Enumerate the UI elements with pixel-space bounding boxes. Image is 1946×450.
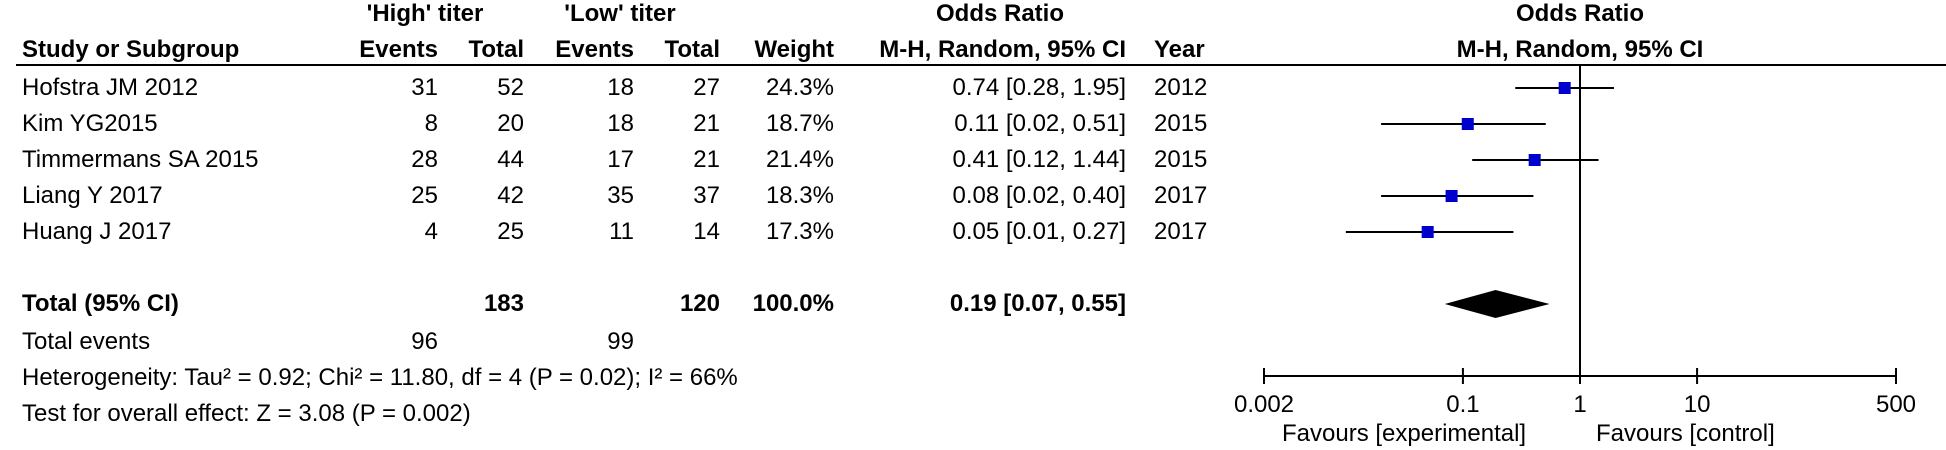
low-total-header: Total (664, 36, 720, 63)
pooled-diamond (1444, 290, 1550, 318)
study-col-header: Study or Subgroup (22, 36, 240, 63)
low-total: 21 (693, 146, 720, 173)
high-events: 8 (424, 110, 438, 137)
high-total: 52 (497, 74, 524, 101)
low-total: 27 (693, 74, 720, 101)
total-high-total: 183 (483, 290, 524, 317)
odds-ratio-header: Odds Ratio (935, 0, 1064, 27)
high-events: 25 (411, 182, 438, 209)
plot-method-header: M-H, Random, 95% CI (1456, 36, 1704, 63)
overall-effect-text: Test for overall effect: Z = 3.08 (P = 0… (22, 400, 471, 427)
year-header: Year (1154, 36, 1205, 63)
total-low-total: 120 (679, 290, 720, 317)
high-events-header: Events (359, 36, 438, 63)
method-header: M-H, Random, 95% CI (879, 36, 1126, 63)
total-events-high: 96 (411, 328, 438, 355)
weight-header: Weight (754, 36, 834, 63)
x-axis-tick-label: 0.002 (1234, 391, 1294, 418)
year: 2017 (1154, 218, 1208, 245)
low-events-header: Events (555, 36, 634, 63)
low-total: 37 (693, 182, 720, 209)
high-events: 28 (411, 146, 438, 173)
favours-right-label: Favours [control] (1596, 420, 1775, 447)
odds-ratio-ci: 0.74 [0.28, 1.95] (952, 74, 1126, 101)
x-axis-tick-label: 10 (1684, 391, 1711, 418)
weight: 18.7% (765, 110, 834, 137)
year: 2017 (1154, 182, 1208, 209)
weight: 24.3% (765, 74, 834, 101)
header-rule (16, 64, 1946, 66)
high-events: 31 (411, 74, 438, 101)
weight: 18.3% (765, 182, 834, 209)
low-events: 18 (607, 74, 634, 101)
study-point-marker (1421, 226, 1434, 238)
year: 2012 (1154, 74, 1208, 101)
high-total: 25 (497, 218, 524, 245)
total-label: Total (95% CI) (22, 290, 179, 317)
high-events: 4 (424, 218, 438, 245)
plot-title: Odds Ratio (1515, 0, 1644, 27)
low-events: 11 (609, 218, 634, 245)
low-total: 21 (693, 110, 720, 137)
high-total: 20 (497, 110, 524, 137)
x-axis-tick-label: 500 (1876, 391, 1916, 418)
high-total: 42 (497, 182, 524, 209)
study-name: Huang J 2017 (22, 218, 172, 245)
odds-ratio-ci: 0.05 [0.01, 0.27] (952, 218, 1126, 245)
total-odds-ratio-ci: 0.19 [0.07, 0.55] (949, 290, 1126, 317)
weight: 17.3% (765, 218, 834, 245)
favours-left-label: Favours [experimental] (1282, 420, 1527, 447)
study-point-marker (1558, 82, 1571, 94)
group-low-header: 'Low' titer (564, 0, 676, 27)
total-weight: 100.0% (752, 290, 834, 317)
study-point-marker (1528, 154, 1541, 166)
study-name: Kim YG2015 (22, 110, 158, 137)
odds-ratio-ci: 0.41 [0.12, 1.44] (952, 146, 1126, 173)
study-name: Timmermans SA 2015 (22, 146, 259, 173)
low-events: 18 (607, 110, 634, 137)
study-point-marker (1445, 190, 1458, 202)
group-high-header: 'High' titer (366, 0, 484, 27)
weight: 21.4% (765, 146, 834, 173)
study-name: Hofstra JM 2012 (22, 74, 199, 101)
total-events-label: Total events (22, 328, 151, 355)
low-events: 17 (607, 146, 634, 173)
heterogeneity-text: Heterogeneity: Tau² = 0.92; Chi² = 11.80… (22, 364, 738, 391)
low-total: 14 (693, 218, 720, 245)
low-events: 35 (607, 182, 634, 209)
odds-ratio-ci: 0.08 [0.02, 0.40] (952, 182, 1126, 209)
odds-ratio-ci: 0.11 [0.02, 0.51] (954, 110, 1126, 137)
x-axis-tick-label: 0.1 (1446, 391, 1479, 418)
year: 2015 (1154, 110, 1208, 137)
total-events-low: 99 (607, 328, 634, 355)
high-total: 44 (497, 146, 524, 173)
year: 2015 (1154, 146, 1208, 173)
high-total-header: Total (468, 36, 524, 63)
study-point-marker (1461, 118, 1474, 130)
study-name: Liang Y 2017 (22, 182, 163, 209)
x-axis-tick-label: 1 (1573, 391, 1586, 418)
